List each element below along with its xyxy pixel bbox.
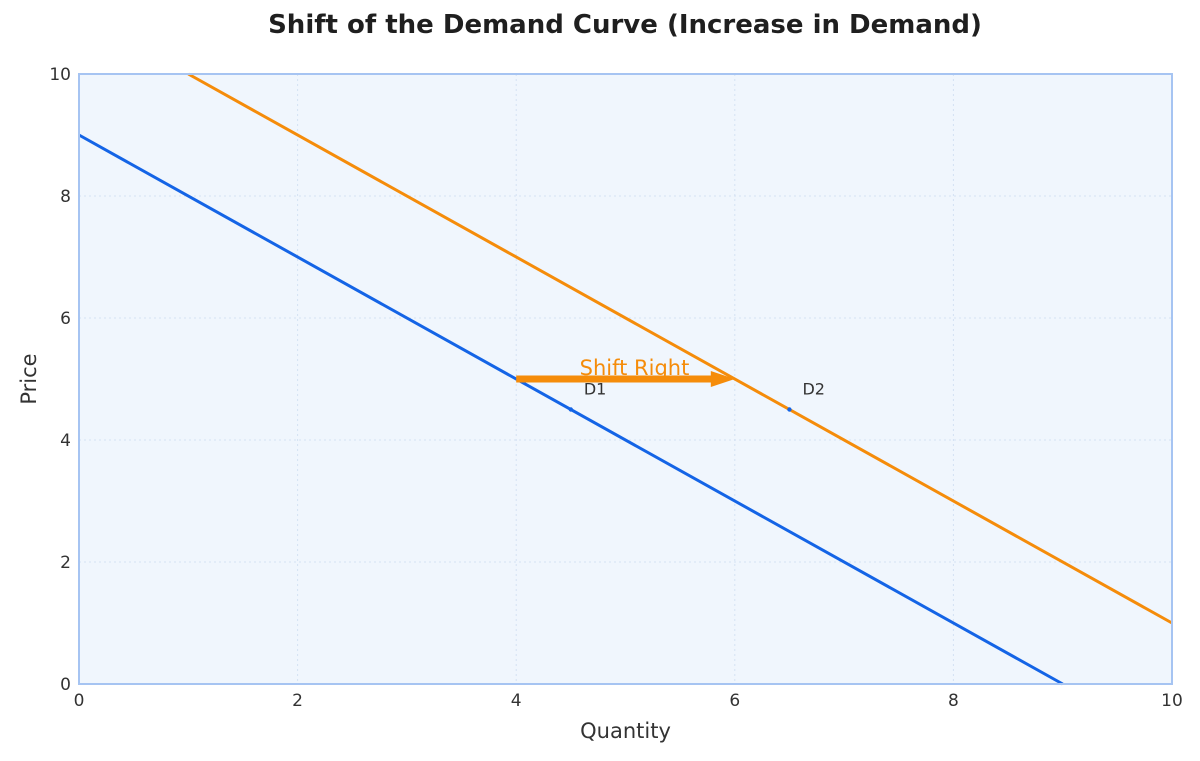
y-tick-label: 10 xyxy=(49,65,71,85)
y-tick-label: 0 xyxy=(60,675,71,695)
x-axis-ticks: 0 2 4 6 8 10 xyxy=(74,691,1183,711)
shift-annotation-label: Shift Right xyxy=(580,356,690,380)
chart-title: Shift of the Demand Curve (Increase in D… xyxy=(268,10,982,40)
label-markers: D1 D2 xyxy=(568,380,825,412)
annotation: Shift Right xyxy=(516,356,735,387)
series-line-d2 xyxy=(187,72,1173,625)
series-label-d1: D1 xyxy=(584,380,607,399)
series-label-d2: D2 xyxy=(802,380,825,399)
x-tick-label: 0 xyxy=(74,691,85,711)
label-marker-d1 xyxy=(568,407,574,412)
x-tick-label: 8 xyxy=(948,691,959,711)
x-tick-label: 6 xyxy=(729,691,740,711)
y-axis-label: Price xyxy=(17,353,41,404)
y-tick-label: 2 xyxy=(60,553,71,573)
shift-arrow-head xyxy=(710,371,735,387)
x-tick-label: 10 xyxy=(1161,691,1183,711)
y-axis-ticks: 0 2 4 6 8 10 xyxy=(49,65,71,695)
y-tick-label: 4 xyxy=(60,431,71,451)
x-tick-label: 4 xyxy=(511,691,522,711)
x-tick-label: 2 xyxy=(292,691,303,711)
y-tick-label: 8 xyxy=(60,187,71,207)
label-marker-d2 xyxy=(787,407,792,412)
plot-frame xyxy=(78,73,1173,685)
y-tick-label: 6 xyxy=(60,309,71,329)
x-axis-label: Quantity xyxy=(580,719,671,743)
